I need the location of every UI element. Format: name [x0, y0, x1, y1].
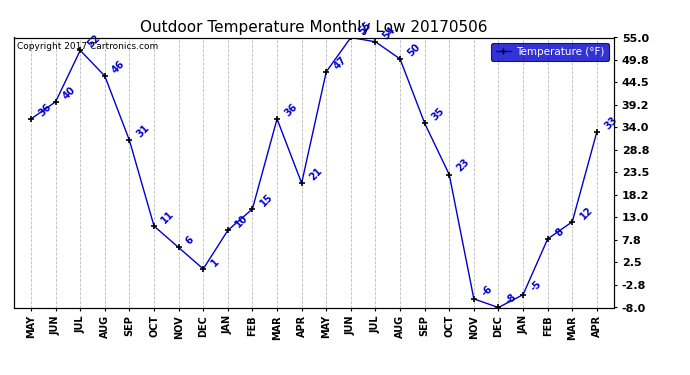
Text: 36: 36: [283, 102, 299, 118]
Legend: Temperature (°F): Temperature (°F): [491, 43, 609, 61]
Text: 15: 15: [258, 192, 275, 208]
Text: 54: 54: [381, 24, 397, 41]
Text: 12: 12: [578, 204, 595, 221]
Text: 31: 31: [135, 123, 152, 140]
Text: 52: 52: [86, 33, 102, 50]
Text: 33: 33: [602, 114, 619, 131]
Text: -6: -6: [480, 284, 494, 298]
Text: 6: 6: [184, 235, 196, 247]
Text: Copyright 2017 Cartronics.com: Copyright 2017 Cartronics.com: [17, 42, 158, 51]
Text: 46: 46: [110, 58, 127, 75]
Text: 35: 35: [431, 106, 447, 122]
Text: -5: -5: [529, 279, 543, 294]
Text: 1: 1: [209, 256, 221, 268]
Text: 21: 21: [307, 166, 324, 182]
Text: 11: 11: [159, 209, 176, 225]
Text: 23: 23: [455, 157, 471, 174]
Text: 36: 36: [37, 102, 53, 118]
Title: Outdoor Temperature Monthly Low 20170506: Outdoor Temperature Monthly Low 20170506: [140, 20, 488, 35]
Text: -8: -8: [504, 292, 519, 307]
Text: 8: 8: [553, 226, 565, 238]
Text: 10: 10: [233, 213, 250, 230]
Text: 50: 50: [406, 42, 422, 58]
Text: 40: 40: [61, 84, 78, 101]
Text: 55: 55: [357, 20, 373, 37]
Text: 47: 47: [332, 54, 348, 71]
